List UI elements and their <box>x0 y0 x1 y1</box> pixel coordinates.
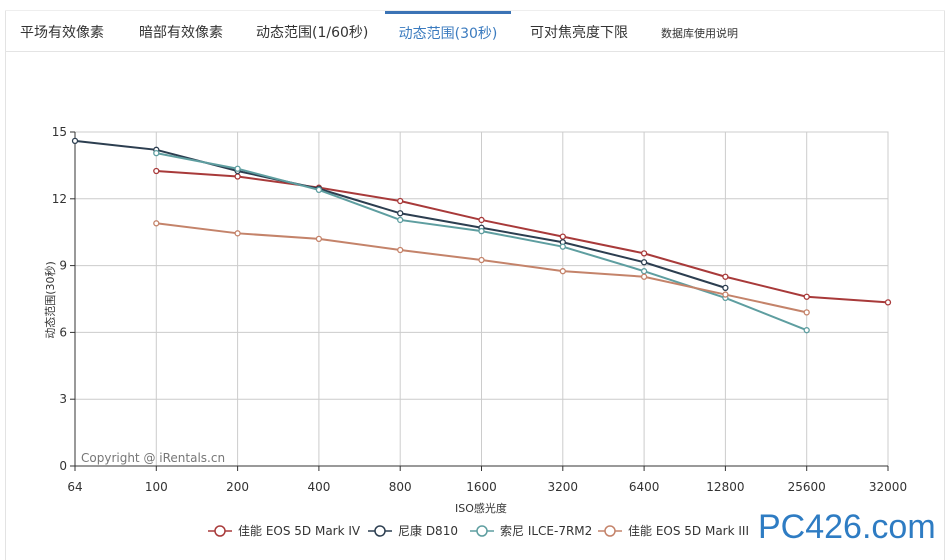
x-tick-label: 6400 <box>629 480 660 494</box>
chart-grid <box>74 131 889 467</box>
x-axis-label: ISO感光度 <box>455 501 507 515</box>
x-tick-label: 400 <box>307 480 330 494</box>
x-tick-label: 800 <box>389 480 412 494</box>
panel-frame <box>5 10 945 560</box>
x-tick-label: 3200 <box>548 480 579 494</box>
chart-series <box>71 137 892 334</box>
y-tick-label: 0 <box>59 459 67 473</box>
y-tick-label: 9 <box>59 259 67 273</box>
data-point[interactable] <box>397 216 404 224</box>
data-point[interactable] <box>722 273 729 280</box>
data-point[interactable] <box>559 233 566 240</box>
y-tick-label: 6 <box>59 325 67 339</box>
y-tick-label: 15 <box>52 125 67 139</box>
tab-shadow-pixels[interactable]: 暗部有效像素 <box>139 25 223 41</box>
x-tick-label: 100 <box>145 480 168 494</box>
data-point[interactable] <box>640 268 648 275</box>
tab-dynamic-range-30s[interactable]: 动态范围(30秒) <box>385 11 511 55</box>
data-point[interactable] <box>153 167 160 175</box>
data-point[interactable] <box>153 150 160 157</box>
data-point[interactable] <box>640 250 648 257</box>
data-point[interactable] <box>478 216 485 224</box>
data-point[interactable] <box>559 268 566 275</box>
data-point[interactable] <box>884 299 892 306</box>
data-point[interactable] <box>559 243 566 250</box>
copyright-text: Copyright @ iRentals.cn <box>81 451 225 465</box>
chart-legend: 佳能 EOS 5D Mark IV 尼康 D810 索尼 ILCE-7RM2 佳能 E… <box>208 523 749 538</box>
x-tick-label: 64 <box>67 480 82 494</box>
x-tick-label: 32000 <box>869 480 907 494</box>
legend-marker <box>374 525 386 537</box>
data-point[interactable] <box>315 235 323 243</box>
x-tick-label: 1600 <box>466 480 497 494</box>
data-point[interactable] <box>803 293 810 300</box>
x-tick-label: 12800 <box>706 480 744 494</box>
legend-item-label[interactable]: 佳能 EOS 5D Mark IV <box>238 524 361 538</box>
tab-bar: 平场有效像素 暗部有效像素 动态范围(1/60秒) 动态范围(30秒) 可对焦亮… <box>5 10 945 52</box>
data-point[interactable] <box>722 284 729 292</box>
y-axis-label: 动态范围(30秒) <box>43 261 57 339</box>
data-point[interactable] <box>478 227 485 235</box>
legend-item-label[interactable]: 尼康 D810 <box>398 523 458 538</box>
tab-focus-brightness[interactable]: 可对焦亮度下限 <box>530 25 628 41</box>
data-point[interactable] <box>234 173 241 180</box>
legend-marker <box>604 525 616 537</box>
series-line-0 <box>156 169 889 304</box>
legend-marker <box>476 525 488 537</box>
tab-flat-field-pixels[interactable]: 平场有效像素 <box>20 25 104 41</box>
data-point[interactable] <box>640 273 648 280</box>
data-point[interactable] <box>478 256 485 264</box>
x-tick-label: 200 <box>226 480 249 494</box>
data-point[interactable] <box>234 230 241 237</box>
data-point[interactable] <box>397 210 404 217</box>
tab-database-help[interactable]: 数据库使用说明 <box>661 27 738 40</box>
data-point[interactable] <box>234 165 241 172</box>
legend-item-label[interactable]: 佳能 EOS 5D Mark III <box>628 524 749 538</box>
data-point[interactable] <box>803 327 810 334</box>
data-point[interactable] <box>640 259 648 266</box>
data-point[interactable] <box>153 220 160 227</box>
legend-item-label[interactable]: 索尼 ILCE-7RM2 <box>500 524 592 538</box>
tab-dynamic-range-1-60[interactable]: 动态范围(1/60秒) <box>256 25 369 41</box>
chart-axes: 0 3 6 9 12 15 64 100 200 400 800 1600 3200 6400 12800 2… <box>52 125 907 494</box>
data-point[interactable] <box>397 197 404 205</box>
data-point[interactable] <box>397 246 404 254</box>
legend-marker <box>214 525 226 537</box>
y-tick-label: 12 <box>52 192 67 206</box>
y-tick-label: 3 <box>59 392 67 406</box>
data-point[interactable] <box>803 309 810 316</box>
site-watermark-logo: PC426.com <box>758 508 936 546</box>
data-point[interactable] <box>315 186 323 194</box>
x-tick-label: 25600 <box>788 480 826 494</box>
data-point[interactable] <box>71 137 79 145</box>
data-point[interactable] <box>722 291 729 298</box>
